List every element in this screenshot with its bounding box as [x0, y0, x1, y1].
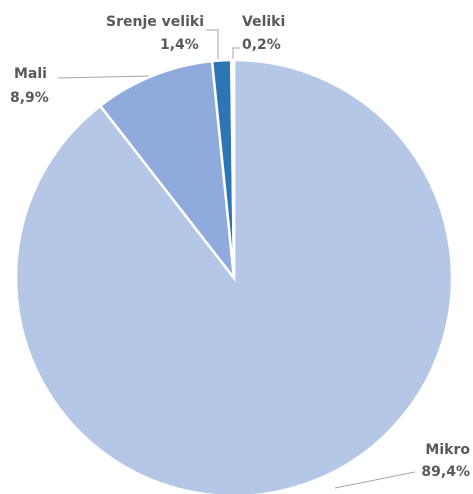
- category-label: Mikro: [425, 442, 470, 458]
- leader-line: [334, 471, 416, 489]
- category-label: Mali: [14, 66, 47, 82]
- pie-slice: [98, 59, 236, 283]
- value-label: 0,2%: [242, 37, 281, 53]
- value-label: 1,4%: [160, 37, 199, 53]
- leader-line: [57, 75, 151, 79]
- value-label: 8,9%: [10, 90, 49, 106]
- category-label: Veliki: [242, 14, 285, 30]
- leader-line: [232, 47, 240, 59]
- value-label: 89,4%: [421, 464, 470, 480]
- category-label: Srenje veliki: [106, 14, 204, 30]
- pie-slice: [229, 58, 236, 279]
- labels: Mikro 89,4% Mali 8,9% Srenje veliki 1,4%…: [10, 14, 470, 480]
- leader-line: [206, 29, 219, 60]
